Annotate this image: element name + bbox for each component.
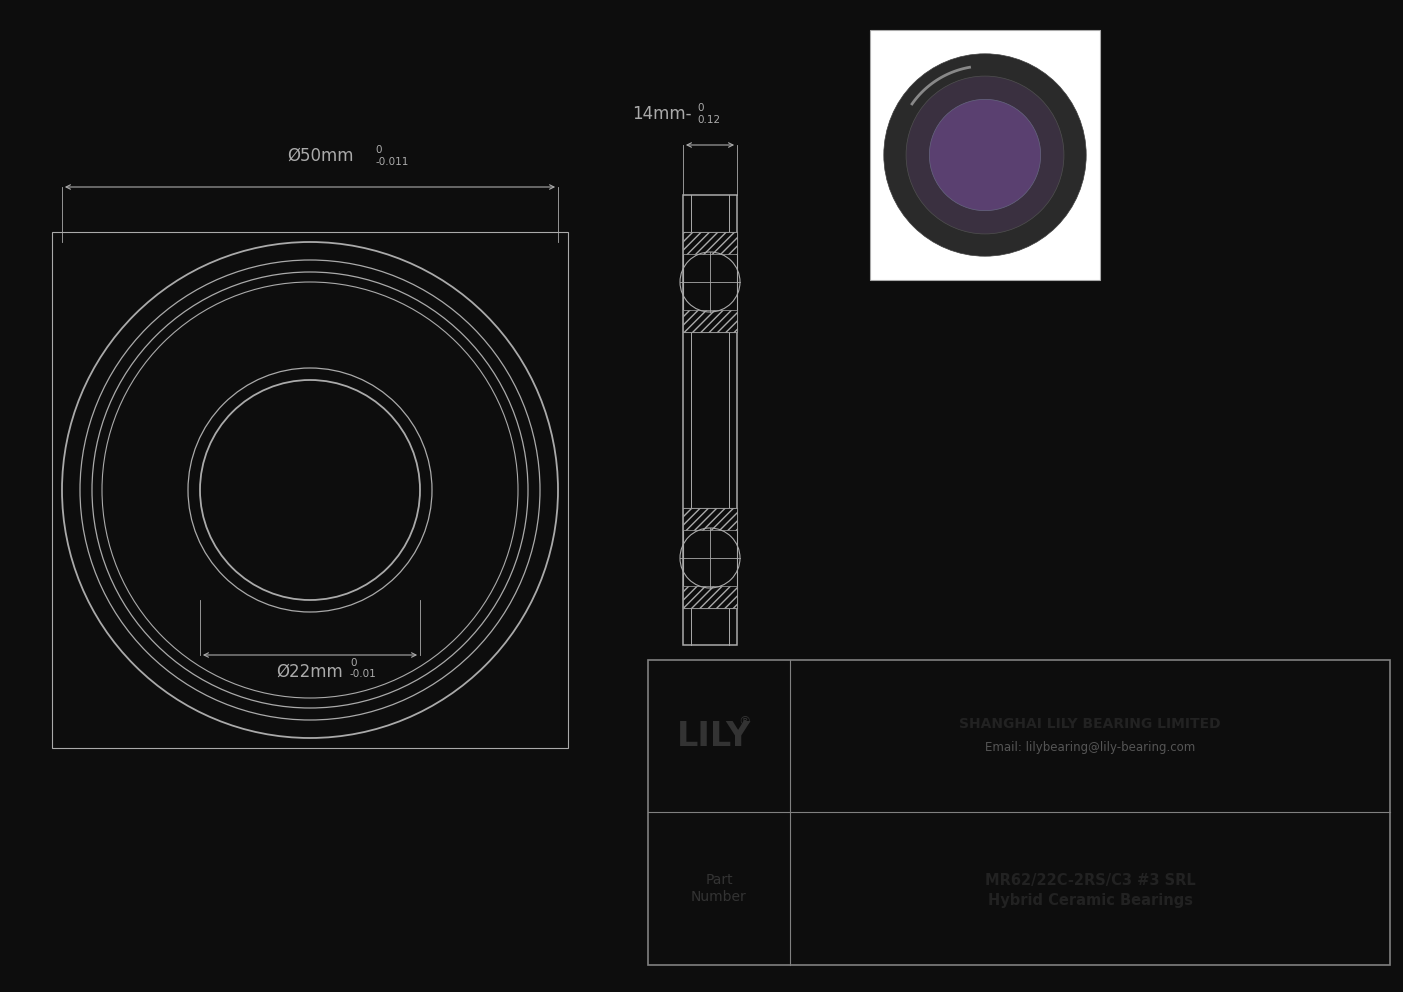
Bar [683, 232, 737, 332]
Text: MR62/22C-2RS/C3 #3 SRL: MR62/22C-2RS/C3 #3 SRL [985, 873, 1195, 888]
Text: Ø50mm: Ø50mm [286, 147, 354, 165]
Bar [683, 195, 737, 645]
Text: LILY: LILY [676, 719, 751, 753]
Text: -0.01: -0.01 [349, 669, 377, 679]
Text: 0: 0 [697, 103, 703, 113]
Ellipse shape [929, 99, 1041, 210]
Text: Hybrid Ceramic Bearings: Hybrid Ceramic Bearings [988, 893, 1193, 908]
Text: 14mm-: 14mm- [633, 105, 692, 123]
Bar [683, 232, 737, 254]
Text: -0.011: -0.011 [375, 157, 408, 167]
Text: SHANGHAI LILY BEARING LIMITED: SHANGHAI LILY BEARING LIMITED [960, 717, 1221, 731]
Text: Ø22mm: Ø22mm [276, 663, 344, 681]
Bar [683, 508, 737, 608]
Text: ®: ® [738, 715, 751, 728]
Text: 0: 0 [375, 145, 382, 155]
Ellipse shape [906, 76, 1063, 234]
Bar [870, 30, 1100, 280]
Ellipse shape [884, 54, 1086, 256]
Bar [683, 586, 737, 608]
Text: Part
Number: Part Number [692, 873, 746, 904]
Bar [683, 310, 737, 332]
Text: 0.12: 0.12 [697, 115, 720, 125]
Bar [52, 232, 568, 748]
Text: Email: lilybearing@lily-bearing.com: Email: lilybearing@lily-bearing.com [985, 741, 1195, 755]
Text: 0: 0 [349, 658, 356, 668]
Bar [683, 508, 737, 530]
Bar [648, 660, 1390, 965]
